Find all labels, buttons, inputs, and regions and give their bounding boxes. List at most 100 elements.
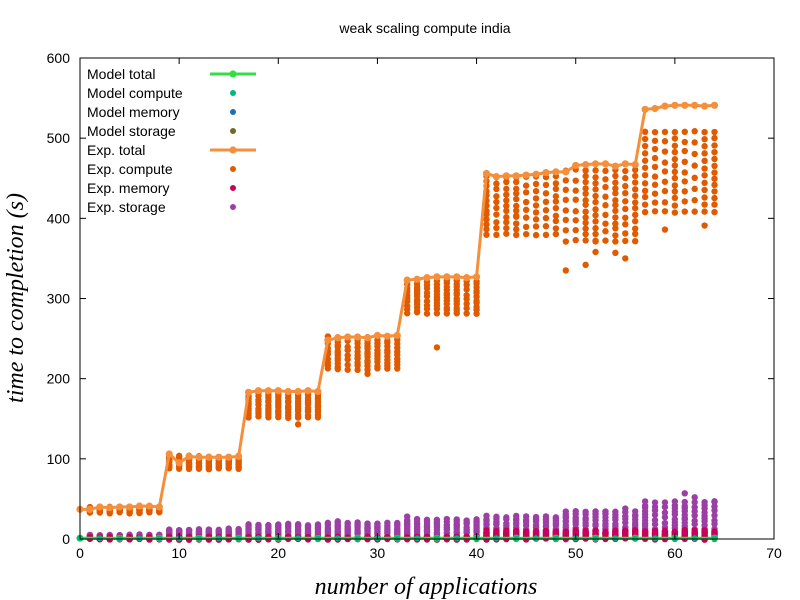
exp-compute-point	[403, 302, 411, 310]
exp-compute-point	[582, 214, 589, 221]
exp-compute-point	[572, 217, 579, 224]
exp-compute-point	[582, 261, 589, 269]
exp-compute-point	[632, 166, 639, 174]
exp-compute-point	[493, 204, 500, 212]
exp-total-marker	[294, 387, 302, 396]
exp-compute-point	[582, 219, 589, 227]
exp-memory-point	[632, 527, 639, 534]
exp-storage-point	[661, 514, 669, 521]
exp-storage-point	[602, 508, 609, 515]
legend-label: Model total	[87, 66, 155, 82]
exp-compute-point	[711, 155, 718, 163]
exp-compute-point	[661, 226, 669, 233]
exp-compute-point	[661, 148, 669, 155]
exp-memory-point	[513, 527, 520, 535]
exp-storage-point	[711, 498, 718, 505]
exp-total-marker	[363, 334, 372, 342]
exp-total-marker	[354, 333, 362, 341]
legend: Model total Model compute Model memory Mode…	[87, 66, 256, 215]
exp-storage-point	[691, 494, 698, 501]
exp-compute-point	[661, 178, 669, 185]
exp-compute-point	[671, 162, 679, 169]
chart-marks	[76, 101, 719, 543]
x-tick-label: 60	[667, 545, 683, 561]
exp-total-marker	[641, 105, 649, 113]
exp-compute-point	[463, 310, 470, 317]
exp-storage-point	[661, 499, 669, 506]
exp-storage-point	[185, 526, 193, 534]
exp-storage-point	[641, 498, 649, 505]
exp-total-marker	[344, 333, 352, 341]
exp-compute-point	[602, 176, 609, 183]
exp-compute-point	[582, 185, 589, 192]
exp-compute-point	[532, 202, 540, 209]
exp-compute-point	[572, 226, 579, 234]
exp-storage-point	[661, 519, 669, 527]
model-compute-point	[195, 535, 202, 542]
exp-compute-point	[493, 231, 500, 239]
exp-storage-point	[483, 512, 490, 520]
exp-compute-point	[691, 208, 698, 215]
exp-compute-point	[641, 187, 649, 195]
exp-compute-point	[522, 182, 530, 189]
exp-compute-point	[463, 292, 470, 299]
exp-compute-point	[622, 205, 629, 213]
exp-compute-point	[701, 143, 708, 150]
exp-compute-point	[661, 168, 669, 175]
exp-compute-point	[641, 201, 649, 208]
exp-compute-point	[612, 201, 619, 209]
exp-compute-point	[592, 225, 599, 232]
exp-compute-point	[651, 128, 659, 136]
exp-memory-point	[562, 528, 569, 535]
exp-memory-point	[503, 527, 510, 534]
exp-storage-point	[691, 499, 698, 506]
exp-compute-point	[532, 231, 540, 239]
exp-compute-point	[513, 207, 520, 214]
exp-compute-point	[542, 231, 550, 239]
exp-storage-point	[473, 516, 480, 523]
y-tick-label: 500	[47, 130, 71, 146]
exp-storage-point	[265, 521, 272, 529]
exp-compute-points	[86, 128, 718, 517]
model-compute-point	[394, 535, 401, 542]
exp-storage-point	[403, 513, 411, 520]
exp-compute-point	[681, 198, 688, 205]
exp-memory-point	[651, 527, 659, 535]
model-compute-point	[414, 535, 421, 542]
exp-total-marker	[552, 168, 560, 176]
exp-storage-point	[552, 514, 560, 521]
exp-compute-point	[513, 212, 520, 220]
exp-storage-point	[513, 512, 520, 520]
exp-compute-point	[691, 162, 698, 169]
exp-memory-point	[572, 527, 579, 534]
exp-compute-point	[691, 150, 698, 158]
exp-compute-point	[622, 214, 629, 221]
exp-memory-point	[691, 527, 698, 534]
exp-compute-point	[612, 214, 619, 221]
exp-total-marker	[86, 505, 94, 513]
exp-compute-point	[503, 230, 510, 237]
exp-compute-point	[483, 207, 490, 215]
exp-compute-point	[592, 192, 599, 200]
exp-compute-point	[592, 206, 599, 213]
exp-compute-point	[622, 182, 629, 190]
exp-compute-point	[661, 199, 669, 206]
exp-storage-point	[324, 519, 332, 527]
x-tick-label: 30	[370, 545, 386, 561]
exp-compute-point	[513, 220, 520, 227]
exp-storage-point	[294, 521, 302, 528]
exp-compute-point	[522, 223, 530, 231]
exp-total-marker	[631, 161, 639, 169]
exp-total-marker	[572, 161, 580, 170]
exp-compute-point	[493, 224, 500, 232]
exp-compute-point	[552, 180, 560, 187]
exp-storage-point	[205, 526, 213, 533]
exp-compute-point	[562, 227, 569, 234]
exp-compute-point	[483, 226, 490, 233]
exp-storage-point	[661, 503, 669, 511]
exp-memory-point	[493, 527, 500, 535]
exp-compute-point	[483, 221, 490, 228]
exp-compute-point	[463, 300, 470, 307]
exp-compute-point	[661, 159, 669, 166]
exp-compute-point	[701, 157, 708, 165]
